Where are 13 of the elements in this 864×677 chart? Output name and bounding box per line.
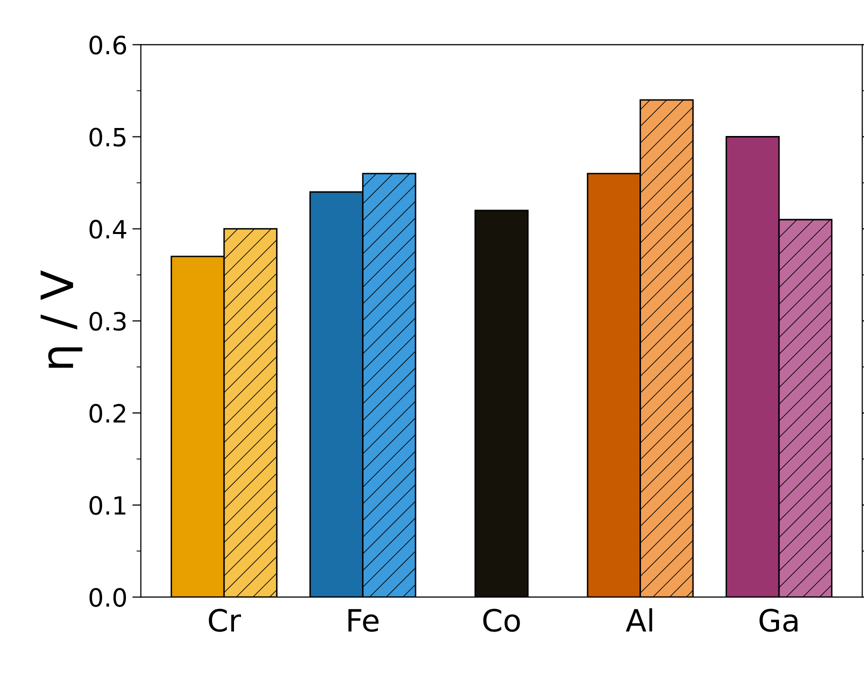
y-axis-title: η / V xyxy=(40,270,82,368)
y-tick-label: 0.6 xyxy=(90,36,126,55)
x-tick-label: Cr xyxy=(208,608,242,632)
y-tick-label: 0.4 xyxy=(90,220,126,239)
x-tick-label: Al xyxy=(626,608,652,632)
x-tick-label: Co xyxy=(483,608,520,632)
x-tick-label: Ga xyxy=(760,608,798,632)
y-tick-label: 0.1 xyxy=(90,496,126,515)
y-tick-label: 0.0 xyxy=(90,588,126,607)
y-tick-label: 0.2 xyxy=(90,404,126,423)
y-tick-label: 0.5 xyxy=(90,128,126,147)
x-tick-label: Fe xyxy=(348,609,379,632)
y-tick-label: 0.3 xyxy=(90,312,126,331)
